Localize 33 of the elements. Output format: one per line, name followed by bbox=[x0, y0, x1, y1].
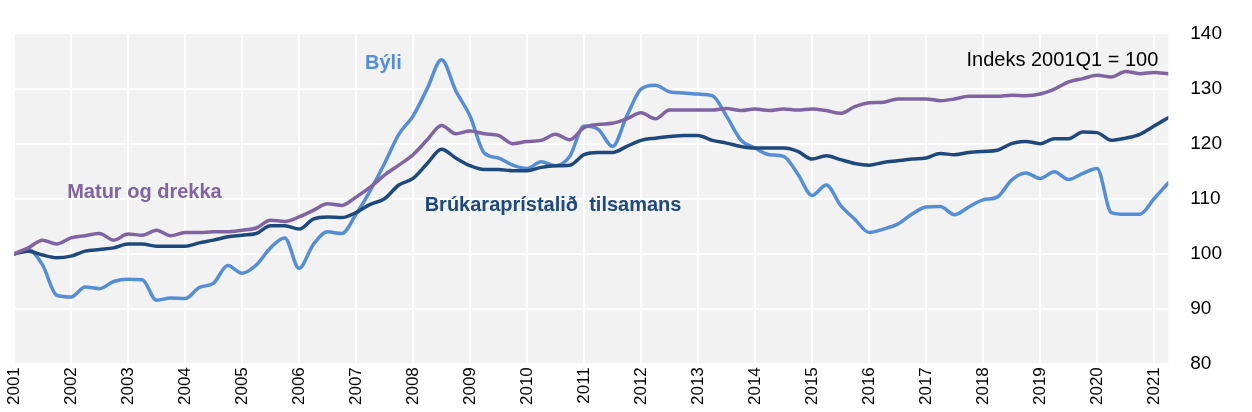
x-tick-label: 2012 bbox=[630, 367, 650, 406]
series-label: Býli bbox=[365, 50, 402, 73]
y-tick-label: 140 bbox=[1190, 21, 1222, 43]
x-tick-label: 2001 bbox=[3, 367, 23, 406]
x-tick-label: 2004 bbox=[174, 367, 194, 406]
series-label: Brúkaraprístalið tilsamans bbox=[424, 192, 682, 215]
x-tick-label: 2017 bbox=[915, 367, 935, 406]
series-label: Matur og drekka bbox=[67, 179, 223, 202]
x-tick-label: 2007 bbox=[345, 367, 365, 406]
y-tick-label: 100 bbox=[1190, 242, 1222, 264]
x-tick-label: 2003 bbox=[117, 367, 137, 406]
y-tick-label: 90 bbox=[1190, 297, 1212, 319]
x-tick-label: 2018 bbox=[972, 367, 992, 406]
y-tick-label: 110 bbox=[1190, 187, 1221, 209]
y-tick-label: 130 bbox=[1190, 76, 1222, 98]
x-tick-label: 2002 bbox=[60, 367, 80, 406]
x-tick-label: 2010 bbox=[516, 367, 536, 406]
x-tick-label: 2005 bbox=[231, 367, 251, 406]
x-tick-label: 2011 bbox=[573, 367, 593, 404]
x-tick-label: 2013 bbox=[687, 367, 707, 406]
x-tick-label: 2020 bbox=[1086, 367, 1106, 406]
x-tick-label: 2014 bbox=[744, 367, 764, 406]
annotation: Indeks 2001Q1 = 100 bbox=[966, 47, 1159, 70]
x-tick-label: 2015 bbox=[801, 367, 821, 406]
y-tick-label: 120 bbox=[1190, 131, 1222, 153]
x-tick-label: 2009 bbox=[459, 367, 479, 406]
x-tick-label: 2008 bbox=[402, 367, 422, 406]
x-tick-label: 2019 bbox=[1029, 367, 1049, 406]
x-tick-label: 2016 bbox=[858, 367, 878, 406]
x-tick-label: 2021 bbox=[1143, 367, 1163, 406]
x-tick-label: 2006 bbox=[288, 367, 308, 406]
line-series bbox=[14, 116, 1169, 260]
y-tick-label: 80 bbox=[1190, 352, 1212, 374]
